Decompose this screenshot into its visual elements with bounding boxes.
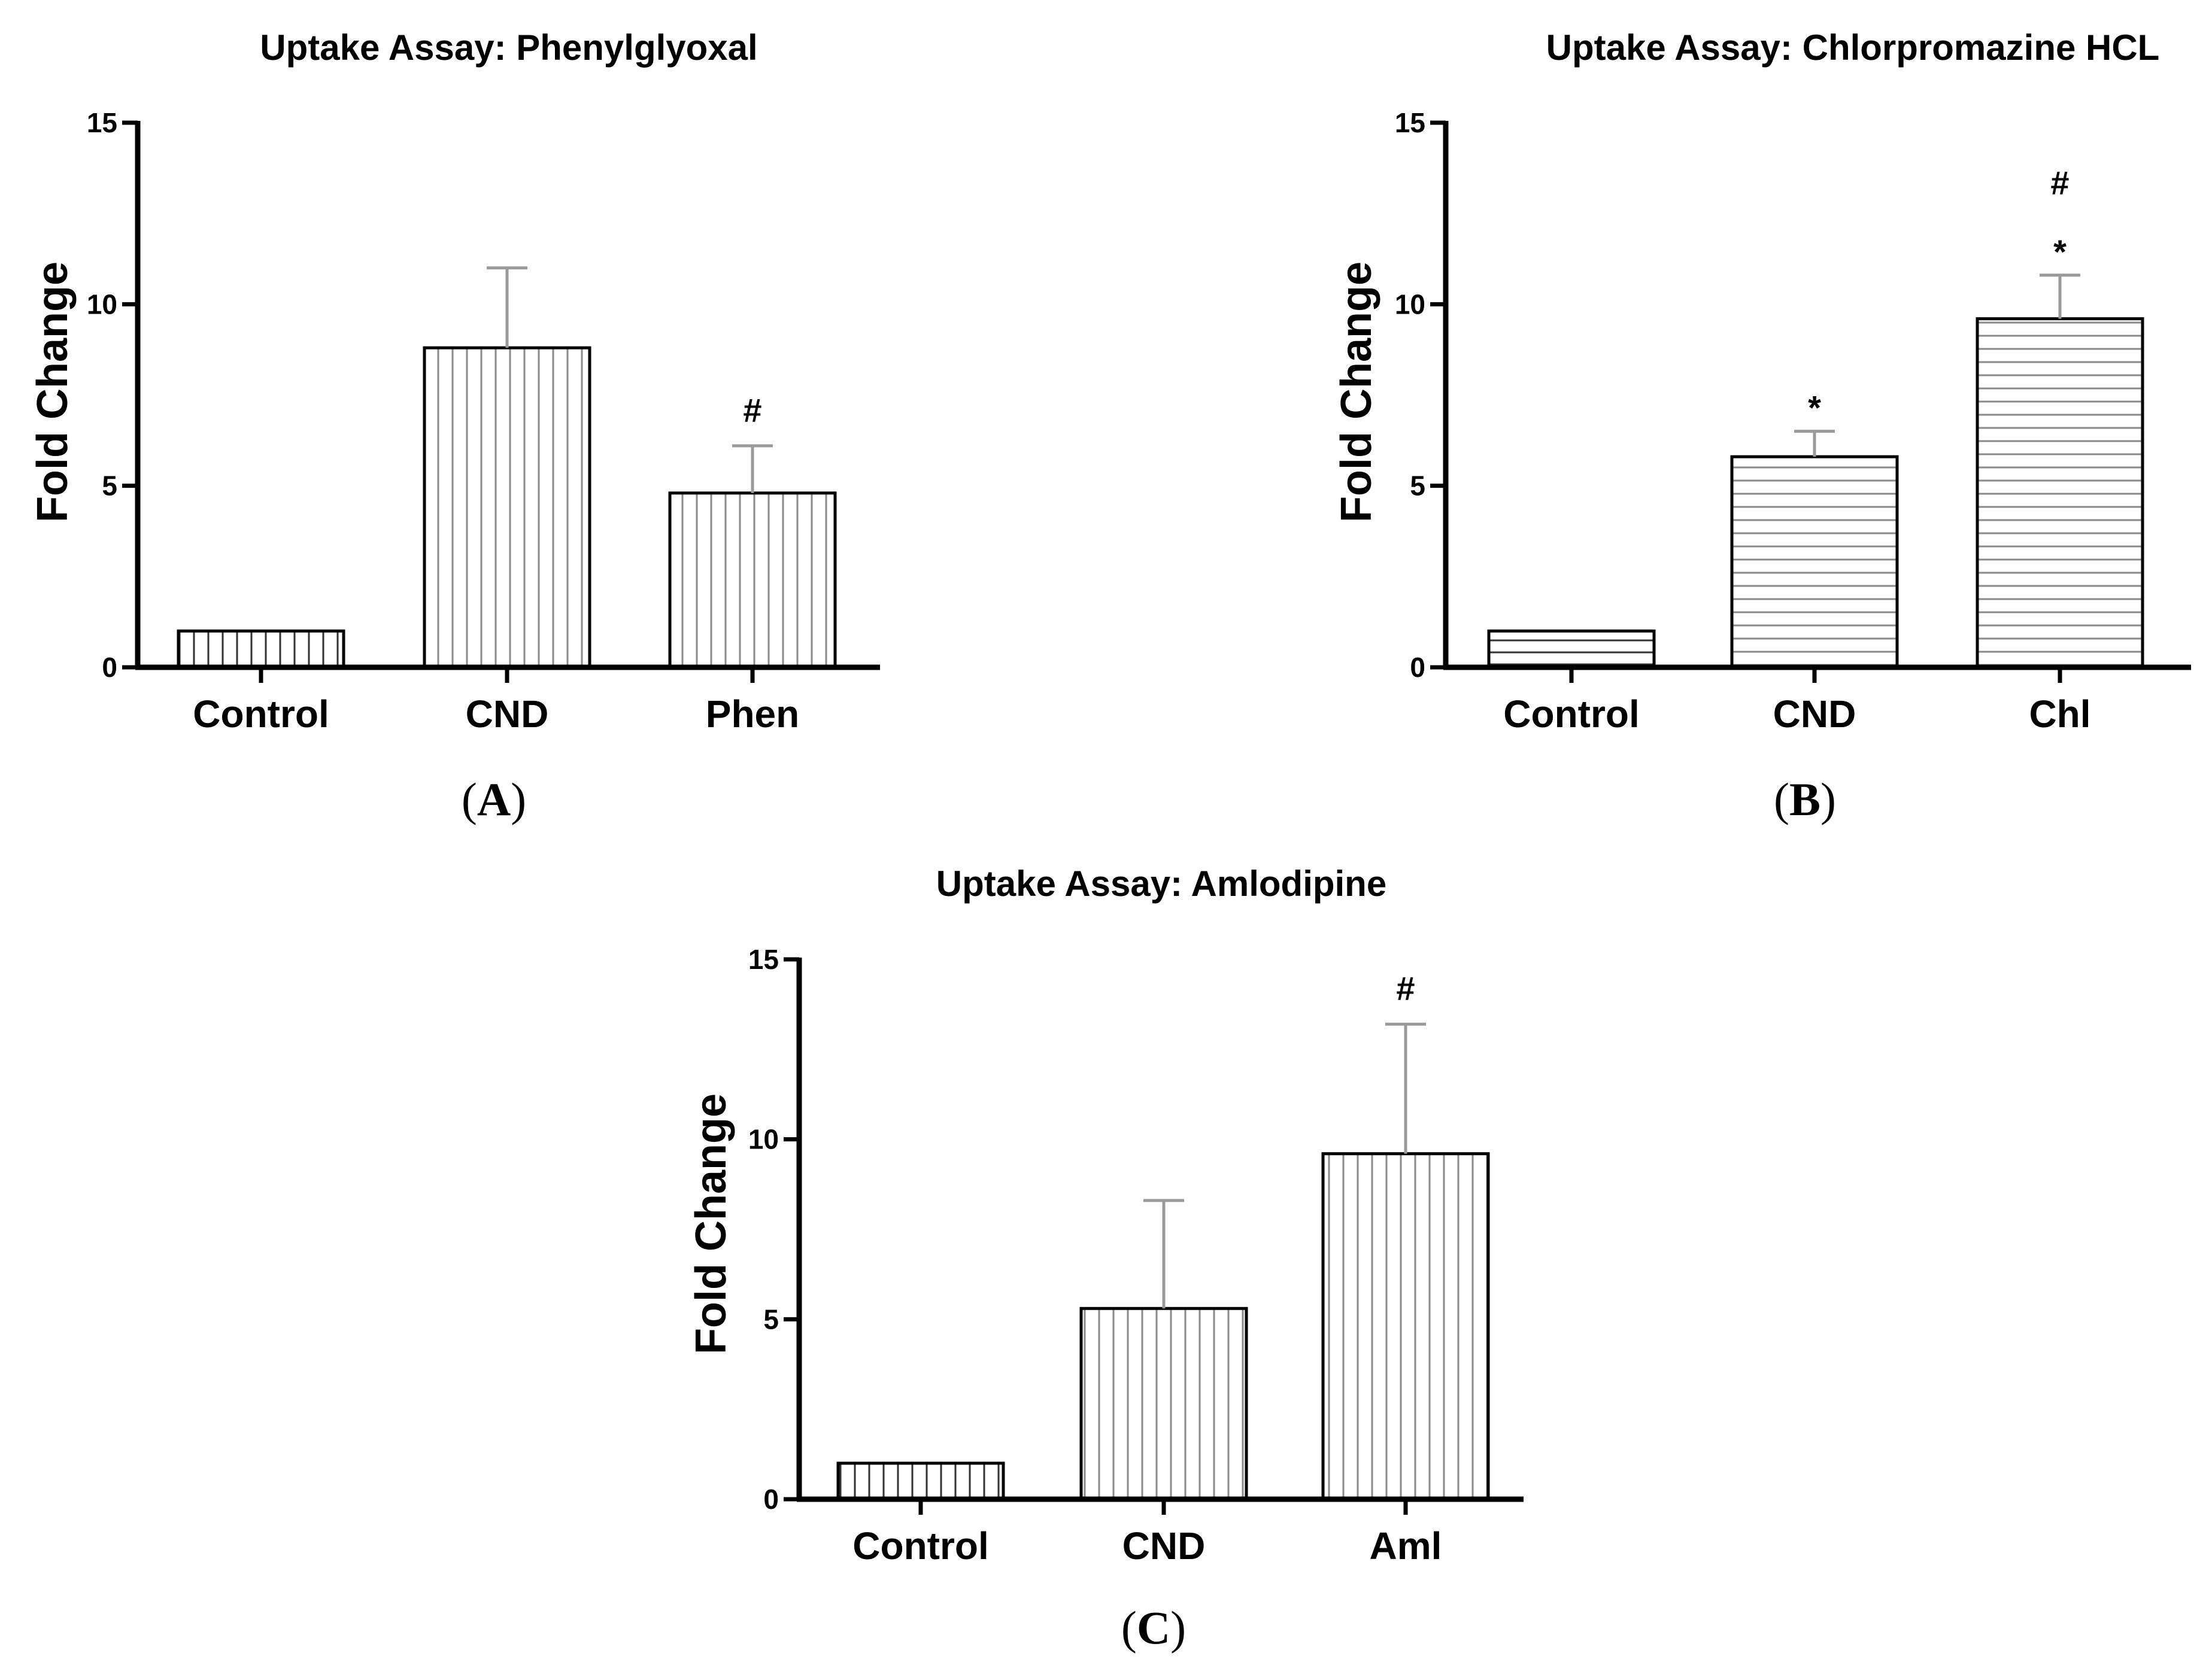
y-tick-label: 0: [763, 1484, 779, 1515]
bar-control: [1487, 629, 1656, 669]
y-axis-label: Fold Change: [29, 262, 77, 522]
bar-group: [177, 346, 837, 669]
x-tick-group: Control CND Phen: [193, 667, 799, 736]
panel-c: Uptake Assay: Amlodipine Fold Change 0 5 1…: [687, 864, 1524, 1654]
chart-title: Uptake Assay: Amlodipine: [936, 864, 1386, 904]
error-bar-group: [487, 266, 773, 493]
panel-b: Uptake Assay: Chlorpromazine HCL Fold Ch…: [1333, 28, 2191, 825]
significance-marker: *: [1808, 389, 1821, 427]
x-tick-label: CND: [1122, 1524, 1206, 1567]
x-tick-label: Aml: [1370, 1524, 1442, 1567]
y-tick-label: 10: [87, 288, 117, 320]
y-tick-label: 15: [1395, 107, 1425, 138]
x-tick-group: Control CND Chl: [1503, 667, 2091, 736]
annotation-group: #: [1396, 970, 1415, 1007]
x-tick-label: Chl: [2029, 692, 2090, 736]
annotation-group: * # *: [1808, 164, 2069, 427]
x-tick-group: Control CND Aml: [852, 1499, 1442, 1567]
y-tick-label: 10: [748, 1124, 779, 1155]
bar-aml: [1321, 1152, 1490, 1501]
y-tick-group: 0 5 10 15: [87, 107, 138, 683]
significance-marker: #: [743, 391, 761, 429]
panel-label: (A): [462, 773, 526, 825]
annotation-group: #: [743, 391, 761, 429]
axes: [796, 958, 1524, 1502]
significance-marker: #: [2050, 164, 2069, 202]
y-tick-group: 0 5 10 15: [748, 944, 799, 1515]
bar-group: [1487, 317, 2144, 669]
panel-label: (B): [1774, 773, 1836, 825]
bar-control: [836, 1462, 1005, 1501]
y-tick-label: 15: [748, 944, 779, 975]
x-tick-label: CND: [1773, 692, 1856, 736]
error-bar-group: [1143, 1022, 1426, 1309]
chart-title: Uptake Assay: Chlorpromazine HCL: [1546, 28, 2160, 68]
bar-cnd: [1730, 455, 1899, 669]
y-axis-label: Fold Change: [1333, 262, 1380, 522]
panel-a: Uptake Assay: Phenylglyoxal Fold Change …: [29, 28, 880, 825]
significance-marker: #: [1396, 970, 1415, 1007]
y-tick-group: 0 5 10 15: [1395, 107, 1446, 683]
bar-control: [177, 629, 345, 669]
bar-cnd: [423, 346, 591, 669]
chart-title: Uptake Assay: Phenylglyoxal: [260, 28, 757, 68]
x-tick-label: Control: [193, 692, 329, 736]
bar-cnd: [1079, 1306, 1248, 1501]
bar-chl: [1976, 317, 2144, 669]
y-tick-label: 0: [102, 652, 117, 683]
x-tick-label: Phen: [706, 692, 799, 736]
y-tick-label: 10: [1395, 288, 1425, 320]
panel-label: (C): [1121, 1602, 1186, 1654]
y-tick-label: 0: [1410, 652, 1425, 683]
bar-phen: [668, 491, 837, 669]
x-tick-label: Control: [1503, 692, 1640, 736]
y-tick-label: 5: [102, 470, 117, 502]
x-tick-label: CND: [466, 692, 549, 736]
error-bar-group: [1794, 274, 2080, 457]
significance-marker: *: [2053, 233, 2067, 271]
axes: [1443, 121, 2191, 670]
x-tick-label: Control: [852, 1524, 989, 1567]
y-tick-label: 5: [1410, 470, 1425, 502]
y-axis-label: Fold Change: [687, 1093, 735, 1354]
y-tick-label: 5: [763, 1304, 779, 1335]
y-tick-label: 15: [87, 107, 117, 138]
